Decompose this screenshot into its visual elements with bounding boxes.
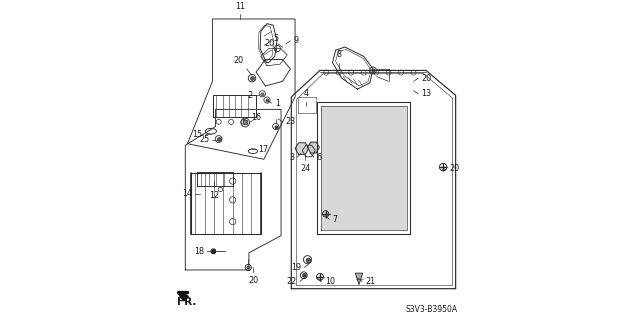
Text: 7: 7 <box>332 215 337 224</box>
Text: S3V3-B3950A: S3V3-B3950A <box>405 305 457 314</box>
Bar <box>321 106 406 230</box>
Text: 20: 20 <box>248 276 258 285</box>
Text: 21: 21 <box>365 277 375 286</box>
Text: 14: 14 <box>182 189 192 198</box>
Polygon shape <box>308 142 319 153</box>
Text: 6: 6 <box>317 152 322 162</box>
Text: 1: 1 <box>275 99 280 108</box>
Text: 10: 10 <box>324 277 335 286</box>
Text: 15: 15 <box>192 130 202 139</box>
Text: 4: 4 <box>303 89 308 98</box>
Text: 9: 9 <box>294 36 299 45</box>
Text: 17: 17 <box>259 145 269 154</box>
Text: 24: 24 <box>300 164 310 173</box>
Text: 11: 11 <box>236 2 246 11</box>
Text: 19: 19 <box>291 263 301 272</box>
Polygon shape <box>295 143 308 155</box>
Text: 12: 12 <box>209 191 219 200</box>
Text: 3: 3 <box>289 152 294 162</box>
Text: 5: 5 <box>274 34 279 43</box>
Text: 2: 2 <box>248 91 253 100</box>
Text: 20: 20 <box>421 74 431 83</box>
Text: 25: 25 <box>199 136 209 145</box>
Text: 20: 20 <box>265 40 275 48</box>
Polygon shape <box>355 273 363 285</box>
Text: FR.: FR. <box>177 297 196 307</box>
Text: 23: 23 <box>285 117 296 126</box>
Text: 22: 22 <box>286 277 296 286</box>
Text: 20: 20 <box>234 56 244 65</box>
Text: 13: 13 <box>421 89 431 98</box>
Text: 16: 16 <box>251 113 260 122</box>
Text: 18: 18 <box>194 247 204 256</box>
Text: 8: 8 <box>336 50 341 59</box>
Text: 20: 20 <box>449 164 460 173</box>
